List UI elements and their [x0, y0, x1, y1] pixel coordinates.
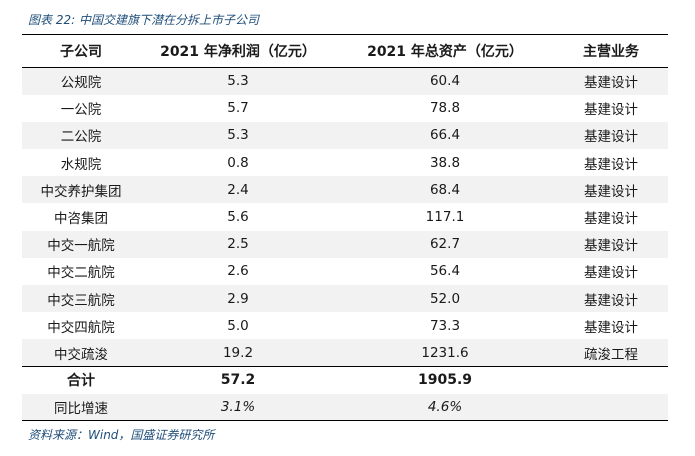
total-assets-value: 68.4 — [429, 181, 461, 198]
table-caption: 图表 22: 中国交建旗下潜在分拆上市子公司 — [28, 13, 259, 27]
total-assets-value: 78.8 — [429, 100, 461, 117]
total-assets-value: 66.4 — [429, 127, 461, 144]
total-assets-value: 73.3 — [429, 317, 461, 334]
table-row: 二公院 5.3 66.4 基建设计 — [22, 121, 668, 150]
main-business-value: 基建设计 — [584, 292, 638, 309]
yoy-assets: 4.6% — [427, 399, 463, 416]
net-profit-value: 5.0 — [227, 317, 249, 334]
total-assets-value: 60.4 — [429, 73, 461, 90]
table-row: 中交疏浚 19.2 1231.6 疏浚工程 — [22, 339, 668, 367]
net-profit-value: 19.2 — [222, 344, 254, 361]
header-main-business: 主营业务 — [583, 44, 639, 60]
net-profit-value: 2.4 — [227, 181, 249, 198]
yoy-label: 同比增速 — [54, 401, 108, 418]
subsidiary-name: 一公院 — [60, 102, 102, 119]
net-profit-value: 5.3 — [227, 73, 249, 90]
subsidiary-name: 中交疏浚 — [54, 346, 108, 363]
total-assets-value: 38.8 — [429, 154, 461, 171]
net-profit-value: 2.9 — [227, 290, 249, 307]
net-profit-value: 5.6 — [227, 209, 249, 226]
net-profit-value: 5.3 — [227, 127, 249, 144]
main-business-value: 基建设计 — [584, 102, 638, 119]
subsidiary-name: 中交四航院 — [47, 319, 115, 336]
total-row: 合计 57.2 1905.9 — [22, 366, 668, 394]
subsidiary-name: 公规院 — [60, 75, 102, 92]
table-row: 中咨集团 5.6 117.1 基建设计 — [22, 203, 668, 230]
main-business-value: 基建设计 — [584, 129, 638, 146]
table-row: 水规院 0.8 38.8 基建设计 — [22, 149, 668, 176]
total-assets-value: 117.1 — [425, 209, 465, 226]
header-subsidiary: 子公司 — [60, 44, 102, 60]
table-row: 中交一航院 2.5 62.7 基建设计 — [22, 230, 668, 258]
yoy-row: 同比增速 3.1% 4.6% — [22, 393, 668, 421]
total-business — [554, 367, 668, 394]
main-business-value: 基建设计 — [584, 238, 638, 255]
subsidiary-name: 二公院 — [60, 129, 102, 146]
subsidiary-name: 中交一航院 — [47, 238, 115, 255]
header-total-assets: 2021 年总资产（亿元） — [367, 44, 523, 60]
table-row: 中交养护集团 2.4 68.4 基建设计 — [22, 176, 668, 204]
main-business-value: 基建设计 — [584, 319, 638, 336]
main-business-value: 基建设计 — [584, 183, 638, 200]
total-assets-value: 52.0 — [429, 290, 461, 307]
total-assets-value: 1231.6 — [421, 344, 469, 361]
yoy-business — [554, 394, 668, 421]
main-business-value: 基建设计 — [584, 75, 638, 92]
main-business-value: 基建设计 — [584, 265, 638, 282]
table-row: 公规院 5.3 60.4 基建设计 — [22, 67, 668, 95]
subsidiary-name: 中交二航院 — [47, 265, 115, 282]
table-row: 中交四航院 5.0 73.3 基建设计 — [22, 312, 668, 339]
source-note: 资料来源：Wind，国盛证券研究所 — [28, 428, 215, 442]
subsidiary-name: 中交养护集团 — [40, 183, 122, 200]
total-profit: 57.2 — [220, 372, 256, 389]
main-business-value: 基建设计 — [584, 156, 638, 173]
table-row: 中交二航院 2.6 56.4 基建设计 — [22, 258, 668, 285]
table-row: 中交三航院 2.9 52.0 基建设计 — [22, 285, 668, 313]
total-assets-value: 62.7 — [429, 236, 461, 253]
subsidiary-name: 中咨集团 — [54, 211, 108, 228]
net-profit-value: 2.5 — [227, 236, 249, 253]
header-row: 子公司 2021 年净利润（亿元） 2021 年总资产（亿元） 主营业务 — [22, 34, 668, 68]
subsidiary-name: 水规院 — [60, 156, 102, 173]
net-profit-value: 5.7 — [227, 100, 249, 117]
total-assets-value: 56.4 — [429, 263, 461, 280]
main-business-value: 基建设计 — [584, 211, 638, 228]
total-label: 合计 — [67, 373, 95, 390]
header-net-profit: 2021 年净利润（亿元） — [160, 44, 316, 60]
main-business-value: 疏浚工程 — [584, 346, 638, 363]
table-row: 一公院 5.7 78.8 基建设计 — [22, 95, 668, 122]
total-assets: 1905.9 — [417, 372, 473, 389]
net-profit-value: 2.6 — [227, 263, 249, 280]
net-profit-value: 0.8 — [227, 154, 249, 171]
subsidiary-table: 子公司 2021 年净利润（亿元） 2021 年总资产（亿元） 主营业务 公规院… — [22, 34, 668, 421]
yoy-profit: 3.1% — [220, 399, 256, 416]
subsidiary-name: 中交三航院 — [47, 292, 115, 309]
